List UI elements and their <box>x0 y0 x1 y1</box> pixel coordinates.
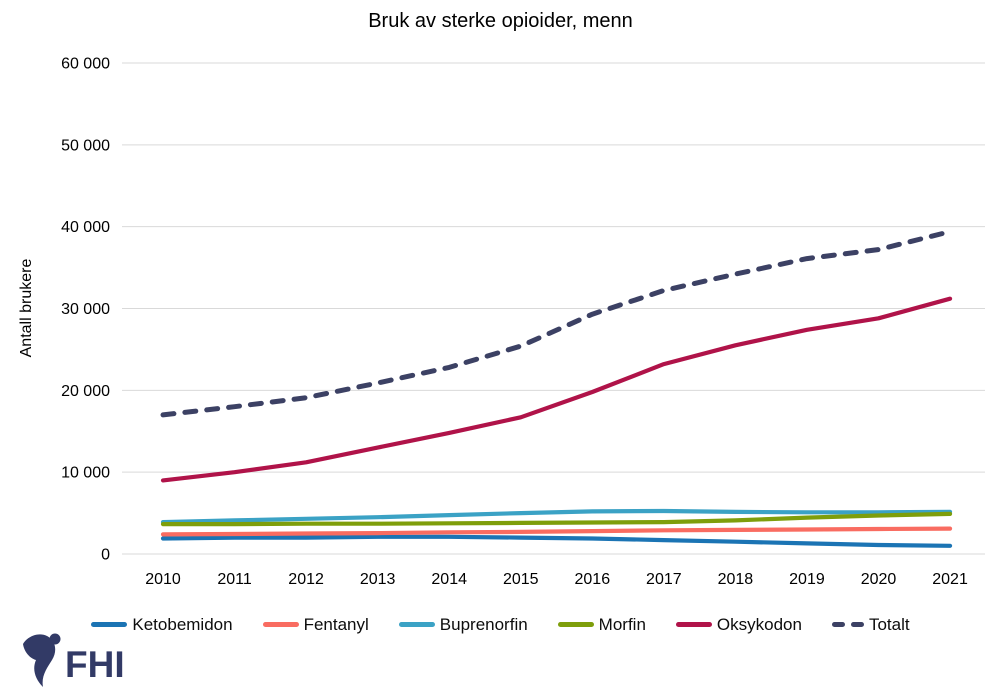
series-line-buprenorfin <box>160 508 953 525</box>
fhi-logo-text: FHI <box>65 644 125 685</box>
legend-label: Ketobemidon <box>132 614 233 634</box>
legend-swatch-segment <box>398 621 435 627</box>
legend-swatch-fentanyl <box>262 621 299 627</box>
x-tick-label: 2011 <box>217 571 252 588</box>
x-tick-label: 2015 <box>503 571 539 588</box>
y-tick-label: 40 000 <box>61 219 110 236</box>
chart-title: Bruk av sterke opioider, menn <box>368 10 633 32</box>
series-line-oksykodon <box>160 296 953 483</box>
legend-item-morfin: Morfin <box>557 614 646 634</box>
legend-swatch-buprenorfin <box>398 621 435 627</box>
x-tick-label: 2017 <box>646 571 682 588</box>
x-tick-label: 2014 <box>431 571 467 588</box>
legend-swatch-segment <box>557 621 594 627</box>
legend-swatch-oksykodon <box>675 621 712 627</box>
x-tick-label: 2019 <box>789 571 825 588</box>
legend-item-buprenorfin: Buprenorfin <box>398 614 528 634</box>
series-line-morfin <box>160 511 953 527</box>
legend-swatch-ketobemidon <box>91 621 128 627</box>
x-tick-label: 2021 <box>932 571 968 588</box>
legend-item-totalt: Totalt <box>831 614 910 634</box>
legend-item-ketobemidon: Ketobemidon <box>91 614 233 634</box>
y-tick-label: 50 000 <box>61 137 110 154</box>
series-line-ketobemidon <box>160 534 953 548</box>
legend: Ketobemidon Fentanyl Buprenorfin Morfin Oksy… <box>0 611 1001 637</box>
x-tick-label: 2012 <box>288 571 324 588</box>
legend-swatch-segment <box>831 621 845 627</box>
x-tick-label: 2020 <box>861 571 897 588</box>
series-line-fentanyl <box>160 526 953 537</box>
legend-label: Totalt <box>868 614 910 634</box>
legend-item-oksykodon: Oksykodon <box>675 614 802 634</box>
x-tick-label: 2018 <box>718 571 754 588</box>
legend-label: Morfin <box>598 614 646 634</box>
y-tick-label: 20 000 <box>61 383 110 400</box>
fhi-logo: FHI <box>20 632 130 689</box>
legend-swatch-morfin <box>557 621 594 627</box>
y-tick-label: 0 <box>101 547 110 564</box>
legend-swatch-segment <box>262 621 299 627</box>
series-line-totalt <box>160 229 953 418</box>
legend-swatch-segment <box>675 621 712 627</box>
x-tick-label: 2013 <box>360 571 396 588</box>
legend-swatch-totalt <box>831 621 864 627</box>
y-axis-title: Antall brukere <box>18 259 35 358</box>
fhi-logo-icon: FHI <box>23 633 125 687</box>
legend-label: Buprenorfin <box>439 614 528 634</box>
x-tick-label: 2010 <box>145 571 181 588</box>
legend-swatch-segment <box>850 621 864 627</box>
y-tick-label: 10 000 <box>61 465 110 482</box>
legend-swatch-segment <box>91 621 128 627</box>
x-tick-label: 2016 <box>575 571 611 588</box>
y-tick-label: 30 000 <box>61 301 110 318</box>
y-tick-label: 60 000 <box>61 56 110 73</box>
legend-item-fentanyl: Fentanyl <box>262 614 369 634</box>
legend-label: Oksykodon <box>716 614 802 634</box>
legend-label: Fentanyl <box>303 614 369 634</box>
